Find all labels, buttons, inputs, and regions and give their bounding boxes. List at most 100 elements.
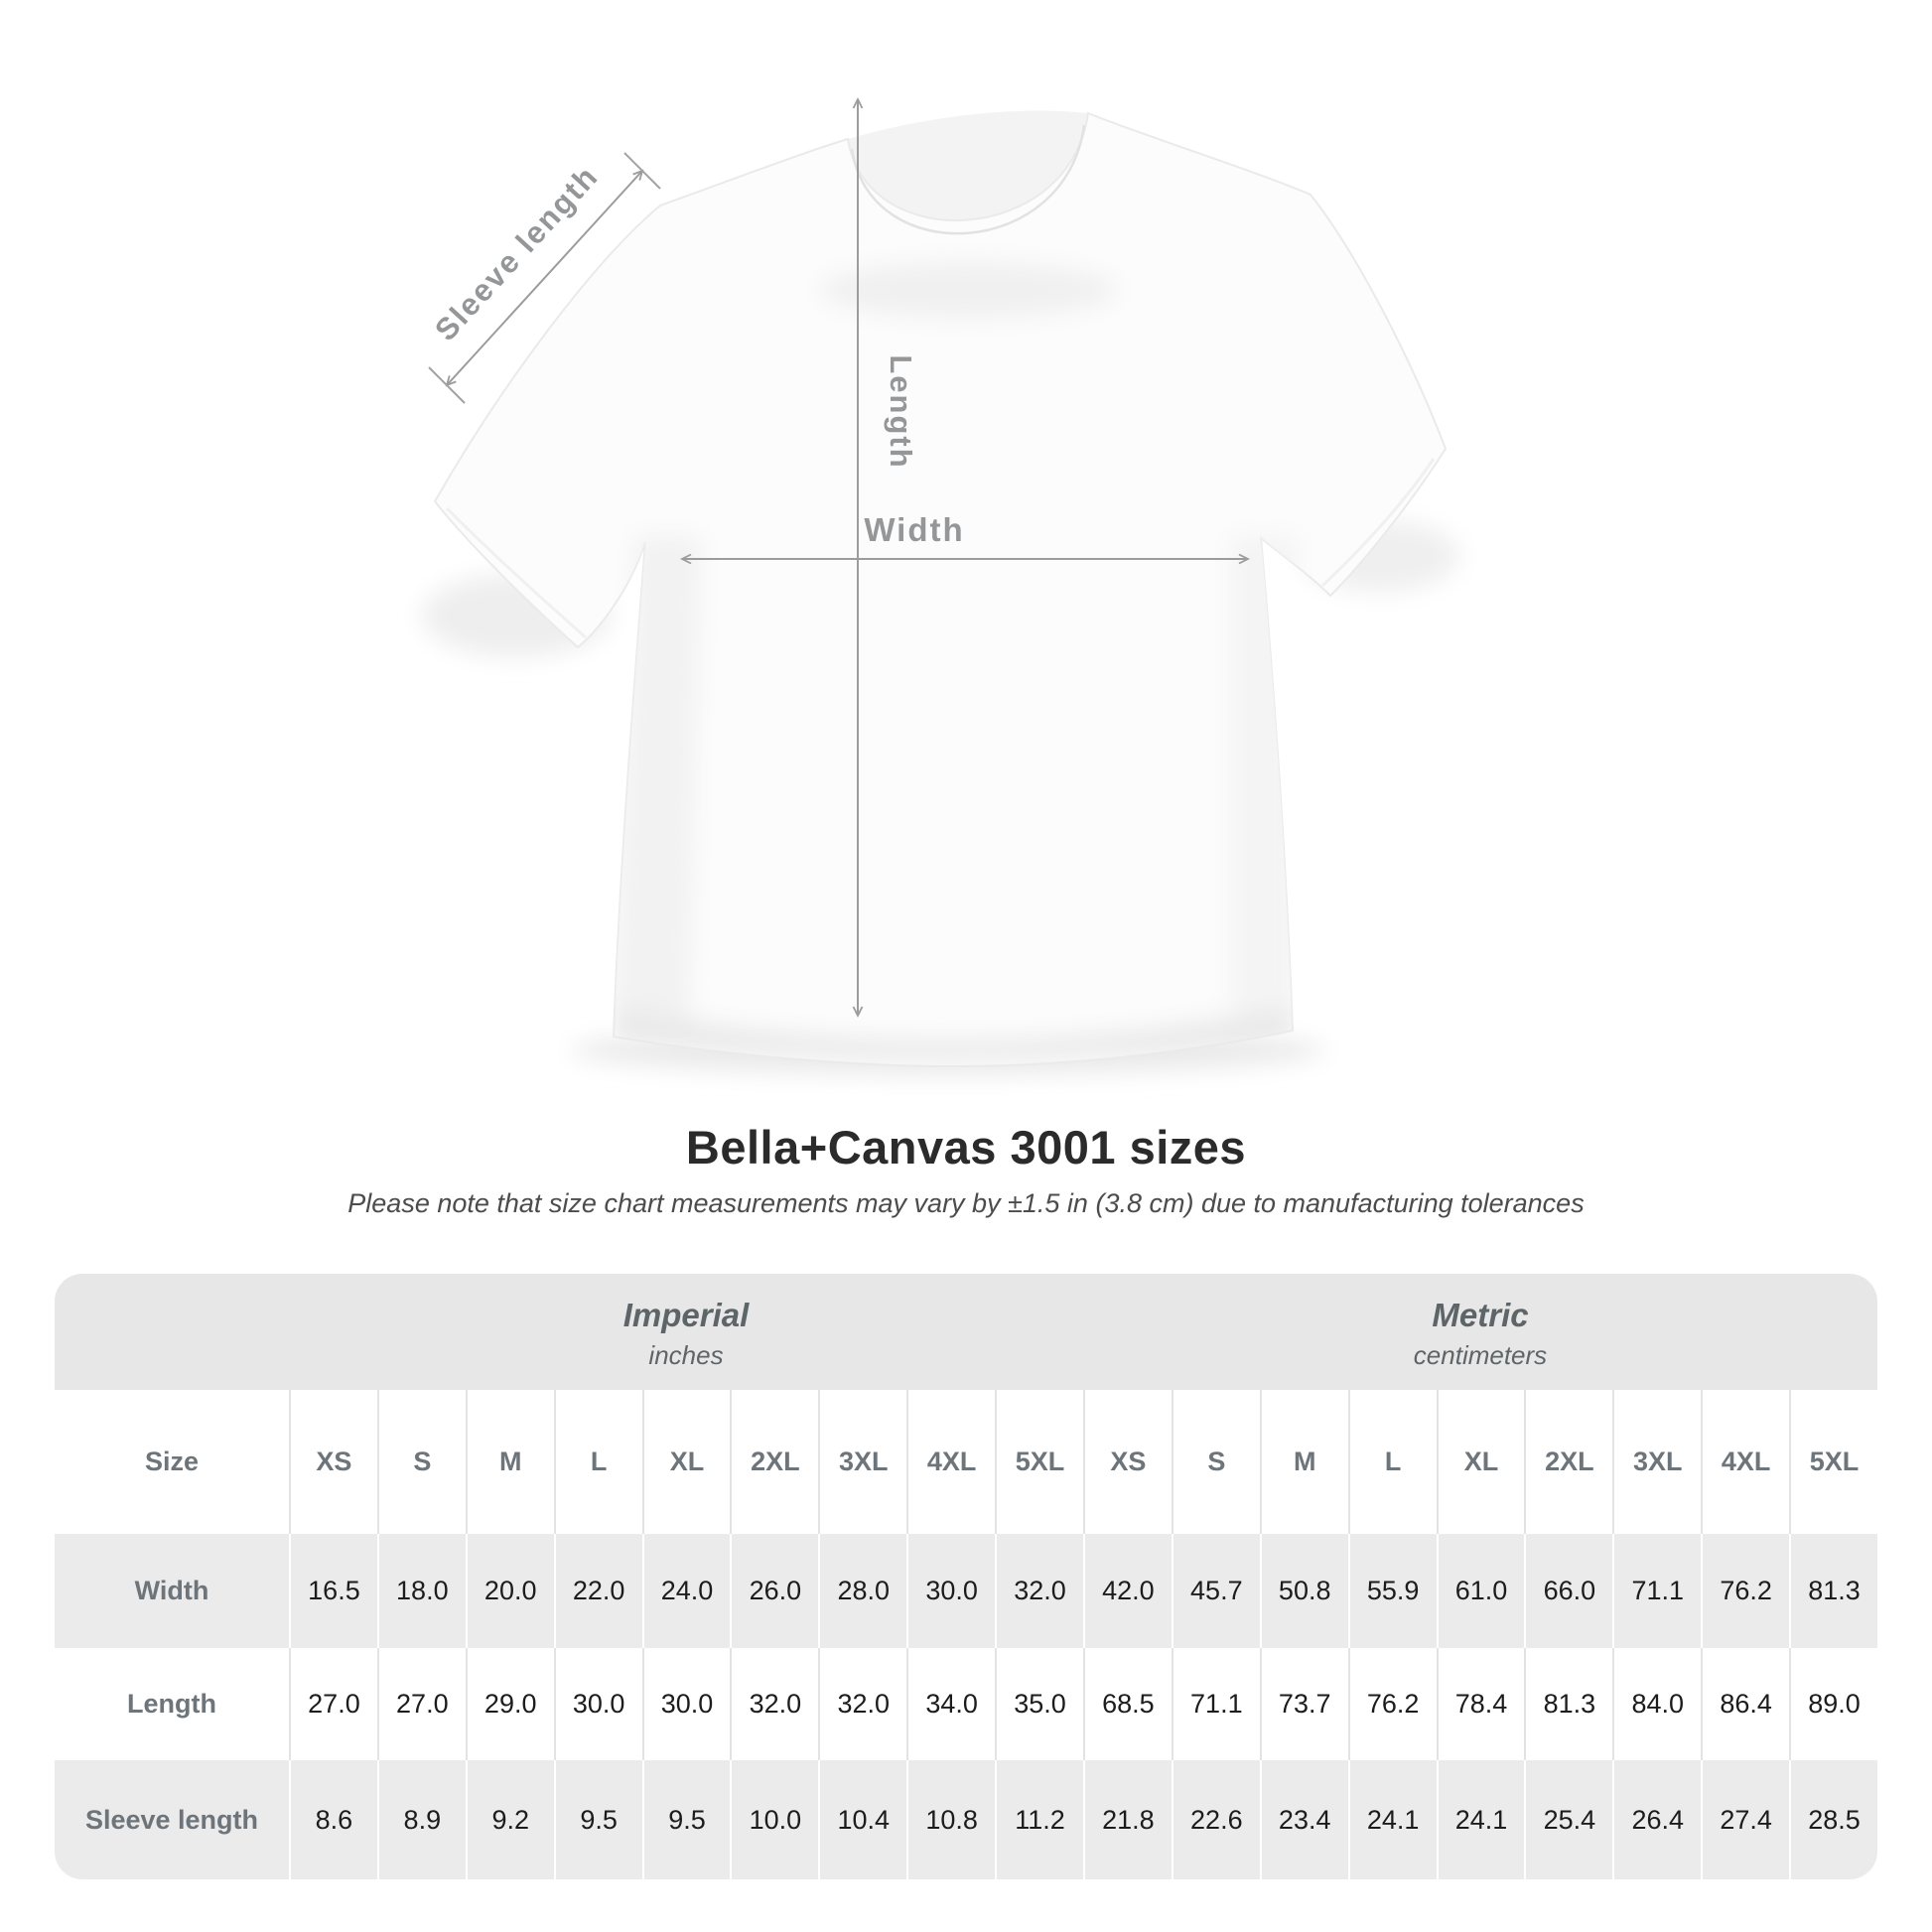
table-row: Length 27.0 27.0 29.0 30.0 30.0 32.0 32.0 34.0 35… [55,1648,1877,1760]
size-header-cell: 3XL [1612,1390,1701,1534]
collar-seam [850,124,1086,235]
value-cell: 16.5 [289,1534,377,1648]
value-cell: 34.0 [906,1648,995,1760]
value-cell: 32.0 [995,1534,1083,1648]
value-cell: 30.0 [553,1648,642,1760]
value-cell: 30.0 [906,1534,995,1648]
value-cell: 89.0 [1789,1648,1877,1760]
value-cell: 26.4 [1612,1760,1701,1879]
size-header-cell: S [376,1390,466,1534]
value-cell: 45.7 [1171,1534,1260,1648]
metric-section-header: Metric centimeters [1083,1274,1877,1390]
page-subtitle: Please note that size chart measurements… [347,1188,1585,1218]
row-label: Width [134,1576,209,1605]
value-cell: 78.4 [1436,1648,1525,1760]
size-column-header: Size [144,1447,200,1476]
value-cell: 73.7 [1259,1648,1348,1760]
value-cell: 26.0 [730,1534,818,1648]
metric-unit: centimeters [1413,1340,1548,1370]
size-header-cell: M [1259,1390,1348,1534]
imperial-section-header: Imperial inches [289,1274,1083,1390]
value-cell: 76.2 [1701,1534,1789,1648]
value-cell: 29.0 [465,1648,554,1760]
value-cell: 71.1 [1612,1534,1701,1648]
value-cell: 8.6 [289,1760,377,1879]
value-cell: 9.2 [465,1760,554,1879]
value-cell: 28.0 [818,1534,906,1648]
size-header-cell: 5XL [995,1390,1083,1534]
tshirt-diagram: Sleeve length Length Width [422,96,1459,1074]
unit-header-band: Imperial inches Metric centimeters [55,1274,1877,1390]
value-cell: 61.0 [1436,1534,1525,1648]
value-cell: 24.0 [641,1534,731,1648]
value-cell: 10.0 [730,1760,818,1879]
value-cell: 24.1 [1436,1760,1525,1879]
value-cell: 55.9 [1347,1534,1437,1648]
table-row: Sleeve length 8.6 8.9 9.2 9.5 9.5 10.0 10.4 10.8… [55,1760,1877,1879]
size-header-cell: 4XL [906,1390,995,1534]
value-cell: 66.0 [1524,1534,1612,1648]
size-table: Imperial inches Metric centimeters Size X… [55,1274,1877,1879]
value-cell: 50.8 [1259,1534,1348,1648]
size-header-cell: L [1347,1390,1437,1534]
size-header-cell: 3XL [818,1390,906,1534]
size-header-cell: XL [1436,1390,1525,1534]
width-measure: Width [679,511,1251,565]
value-cell: 28.5 [1789,1760,1877,1879]
row-label: Sleeve length [84,1804,259,1835]
value-cell: 22.6 [1171,1760,1260,1879]
title-block: Bella+Canvas 3001 sizes Please note that… [0,1120,1932,1219]
value-cell: 32.0 [818,1648,906,1760]
size-header-cell: 4XL [1701,1390,1789,1534]
value-cell: 86.4 [1701,1648,1789,1760]
table-header-row: Size XS S M L XL 2XL 3XL 4XL 5XL XS S M L XL 2XL 3XL 4XL 5… [55,1390,1877,1534]
size-header-cell: L [553,1390,642,1534]
left-cuff-seam [445,506,587,639]
size-header-cell: XS [289,1390,377,1534]
value-cell: 25.4 [1524,1760,1612,1879]
value-cell: 68.5 [1082,1648,1172,1760]
value-cell: 42.0 [1082,1534,1172,1648]
tshirt-body [434,112,1447,1068]
value-cell: 35.0 [995,1648,1083,1760]
value-cell: 76.2 [1347,1648,1437,1760]
right-cuff-seam [1320,458,1436,588]
value-cell: 20.0 [465,1534,554,1648]
imperial-label: Imperial [622,1297,750,1333]
metric-label: Metric [1432,1297,1529,1333]
value-cell: 9.5 [553,1760,642,1879]
value-cell: 81.3 [1524,1648,1612,1760]
table-row: Width 16.5 18.0 20.0 22.0 24.0 26.0 28.0 30.0 32.… [55,1534,1877,1648]
value-cell: 27.0 [289,1648,377,1760]
value-cell: 27.4 [1701,1760,1789,1879]
page-title: Bella+Canvas 3001 sizes [685,1121,1247,1173]
value-cell: 10.4 [818,1760,906,1879]
size-header-cell: 2XL [730,1390,818,1534]
size-table-grid: Size XS S M L XL 2XL 3XL 4XL 5XL XS S M L XL 2XL 3XL 4XL 5… [55,1390,1877,1879]
tshirt-neck-back [848,110,1088,220]
value-cell: 10.8 [906,1760,995,1879]
value-cell: 11.2 [995,1760,1083,1879]
size-header-cell: 2XL [1524,1390,1612,1534]
value-cell: 27.0 [376,1648,466,1760]
value-cell: 21.8 [1082,1760,1172,1879]
size-header-cell: 5XL [1789,1390,1877,1534]
value-cell: 71.1 [1171,1648,1260,1760]
width-label: Width [864,511,964,548]
value-cell: 84.0 [1612,1648,1701,1760]
value-cell: 23.4 [1259,1760,1348,1879]
value-cell: 81.3 [1789,1534,1877,1648]
size-header-cell: XS [1082,1390,1172,1534]
value-cell: 9.5 [641,1760,731,1879]
length-label: Length [884,354,918,469]
size-header-cell: XL [641,1390,731,1534]
value-cell: 24.1 [1347,1760,1437,1879]
value-cell: 30.0 [641,1648,731,1760]
value-cell: 18.0 [376,1534,466,1648]
size-header-cell: M [465,1390,554,1534]
value-cell: 8.9 [376,1760,466,1879]
value-cell: 32.0 [730,1648,818,1760]
size-header-cell: S [1171,1390,1260,1534]
row-label: Length [127,1689,216,1719]
